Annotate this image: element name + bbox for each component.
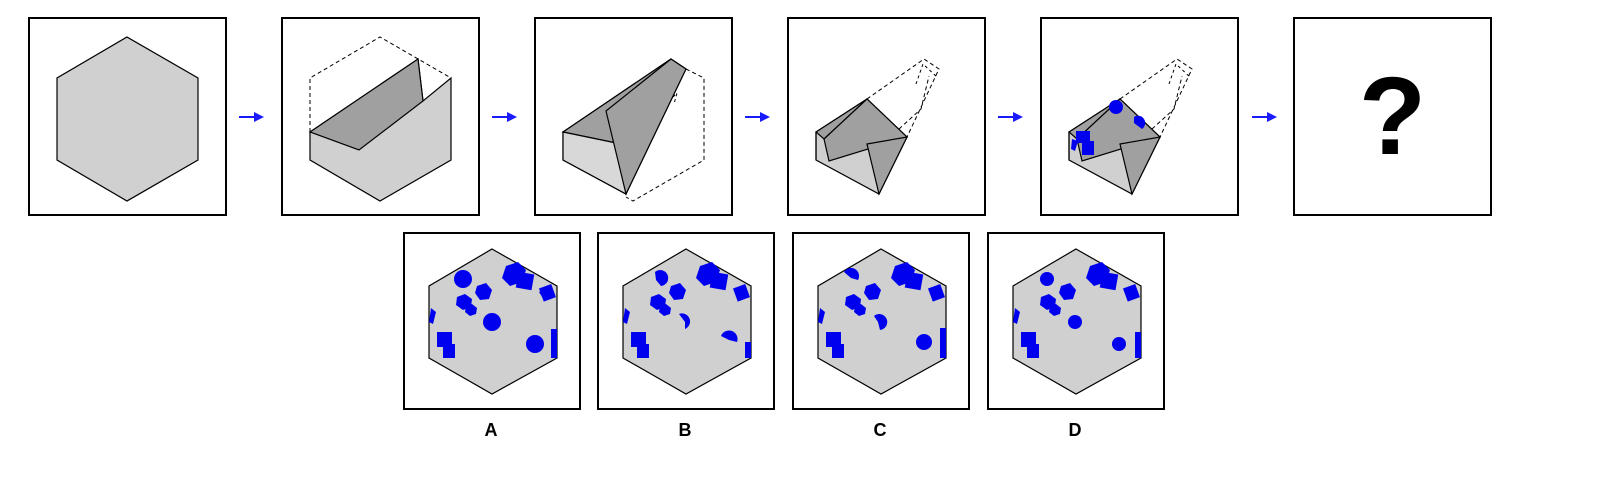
- punched-diagram: [1068, 58, 1193, 196]
- unfolded-hexagon: [56, 36, 199, 202]
- option-c-label[interactable]: C: [873, 420, 887, 440]
- question-mark: ?: [1358, 54, 1427, 178]
- option-b-label[interactable]: B: [678, 420, 692, 440]
- option-d-panel[interactable]: [987, 232, 1165, 410]
- option-b-hexagon: [622, 248, 752, 395]
- fold-2-diagram: [561, 58, 705, 202]
- option-d-hexagon: [1012, 248, 1142, 395]
- arrow-icon: [1252, 112, 1277, 122]
- step-1-panel: [28, 17, 227, 216]
- fold-1-diagram: [308, 36, 452, 202]
- arrow-icon: [998, 112, 1023, 122]
- option-a-hexagon: [428, 248, 558, 395]
- option-a-label[interactable]: A: [484, 420, 498, 440]
- answer-panel: ?: [1293, 17, 1492, 216]
- option-c-hexagon: [817, 248, 947, 395]
- arrow-icon: [745, 112, 770, 122]
- arrow-icon: [239, 112, 264, 122]
- option-d-label[interactable]: D: [1068, 420, 1082, 440]
- fold-3-diagram: [815, 58, 940, 196]
- step-3-panel: [534, 17, 733, 216]
- step-5-panel: [1040, 17, 1239, 216]
- option-a-panel[interactable]: [403, 232, 581, 410]
- step-4-panel: [787, 17, 986, 216]
- punched-holes: [1071, 100, 1146, 155]
- option-c-panel[interactable]: [792, 232, 970, 410]
- step-2-panel: [281, 17, 480, 216]
- arrow-icon: [492, 112, 517, 122]
- option-b-panel[interactable]: [597, 232, 775, 410]
